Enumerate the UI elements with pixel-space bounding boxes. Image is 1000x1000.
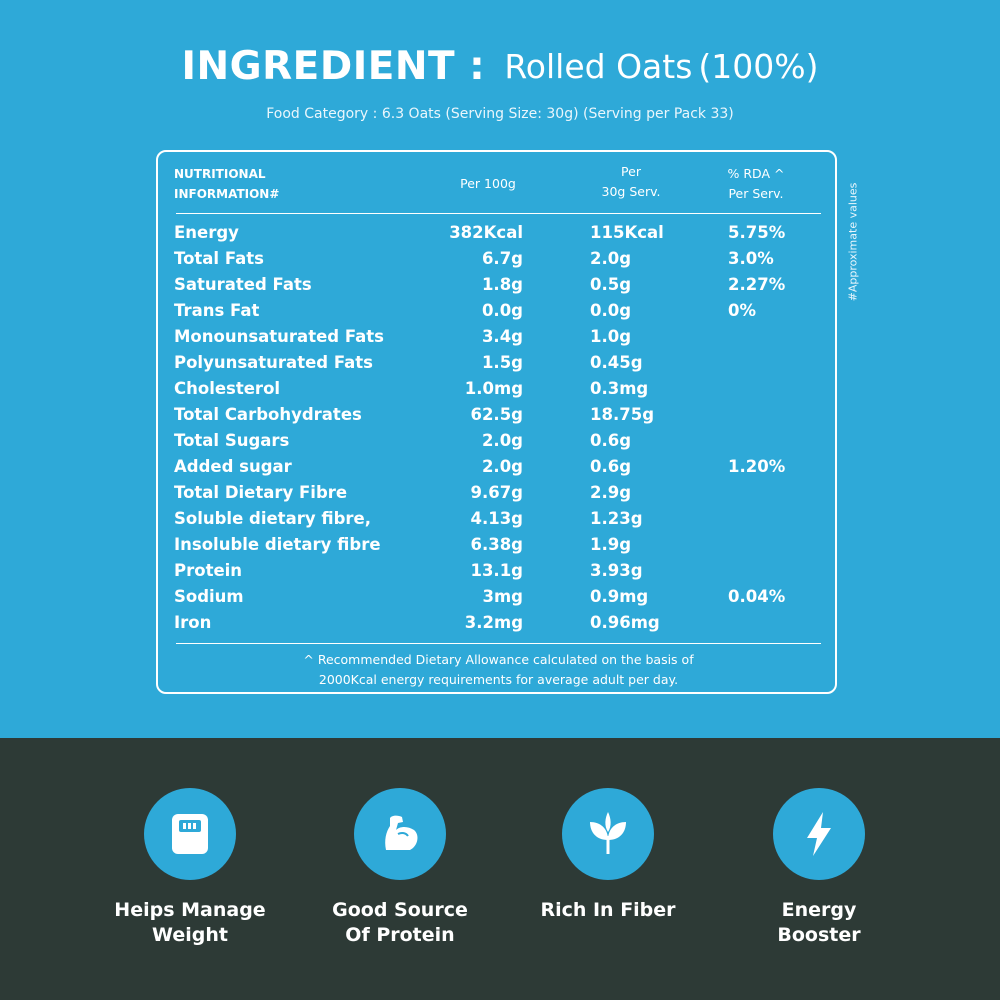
nutrition-table: NUTRITIONAL INFORMATION# Per 100g Per 30… <box>156 150 837 694</box>
table-row: Monounsaturated Fats 3.4g 1.0g <box>158 324 839 350</box>
nutrient-name: Total Fats <box>174 249 264 268</box>
header-per-100g: Per 100g <box>460 176 516 191</box>
weighing-scale-icon <box>144 788 236 880</box>
table-row: Added sugar 2.0g 0.6g 1.20% <box>158 454 839 480</box>
page-title: INGREDIENT : Rolled Oats (100%) <box>0 44 1000 89</box>
lightning-bolt-icon <box>773 788 865 880</box>
leaves-icon <box>562 788 654 880</box>
value-per-100g: 2.0g <box>481 431 523 450</box>
value-per-serving: 0.45g <box>590 353 643 372</box>
value-per-100g: 4.13g <box>470 509 523 528</box>
value-per-serving: 0.5g <box>590 275 632 294</box>
benefit-weight: Heips Manage Weight <box>90 788 290 948</box>
value-per-serving: 3.93g <box>590 561 643 580</box>
value-per-serving: 18.75g <box>590 405 655 424</box>
table-row: Energy 382Kcal 115Kcal 5.75% <box>158 220 839 246</box>
value-per-100g: 382Kcal <box>449 223 523 242</box>
benefit-label: Energy Booster <box>777 899 861 946</box>
approximate-values-note: #Approximate values <box>846 182 860 302</box>
value-per-100g: 1.5g <box>481 353 523 372</box>
value-per-100g: 62.5g <box>470 405 523 424</box>
nutrient-name: Sodium <box>174 587 244 606</box>
value-per-100g: 9.67g <box>470 483 523 502</box>
table-row: Sodium 3mg 0.9mg 0.04% <box>158 584 839 610</box>
value-per-serving: 0.6g <box>590 457 632 476</box>
nutrient-name: Monounsaturated Fats <box>174 327 384 346</box>
nutrient-name: Total Dietary Fibre <box>174 483 348 502</box>
value-per-serving: 115Kcal <box>590 223 664 242</box>
value-per-100g: 1.8g <box>481 275 523 294</box>
nutrient-name: Iron <box>174 613 212 632</box>
table-row: Total Carbohydrates 62.5g 18.75g <box>158 402 839 428</box>
value-per-serving: 0.3mg <box>590 379 649 398</box>
value-per-serving: 0.9mg <box>590 587 649 606</box>
nutrient-name: Polyunsaturated Fats <box>174 353 373 372</box>
nutrient-name: Soluble dietary fibre, <box>174 509 371 528</box>
ingredient-name: Rolled Oats <box>504 47 693 86</box>
value-per-serving: 0.96mg <box>590 613 660 632</box>
value-per-serving: 1.23g <box>590 509 643 528</box>
nutrient-rows: Energy 382Kcal 115Kcal 5.75% Total Fats 6.7g… <box>158 220 839 636</box>
value-per-100g: 3mg <box>482 587 524 606</box>
table-row: Total Sugars 2.0g 0.6g <box>158 428 839 454</box>
value-per-100g: 6.7g <box>481 249 523 268</box>
table-row: Soluble dietary fibre, 4.13g 1.23g <box>158 506 839 532</box>
header-per-serving: Per 30g Serv. <box>601 164 661 199</box>
nutrient-name: Protein <box>174 561 243 580</box>
benefit-fiber: Rich In Fiber <box>508 788 708 923</box>
table-row: Polyunsaturated Fats 1.5g 0.45g <box>158 350 839 376</box>
table-row: Cholesterol 1.0mg 0.3mg <box>158 376 839 402</box>
value-per-100g: 6.38g <box>470 535 523 554</box>
benefit-protein: Good Source Of Protein <box>300 788 500 948</box>
ingredient-percent: (100%) <box>698 47 819 86</box>
table-row: Protein 13.1g 3.93g <box>158 558 839 584</box>
benefit-label: Rich In Fiber <box>540 899 676 921</box>
value-per-serving: 0.6g <box>590 431 632 450</box>
table-row: Saturated Fats 1.8g 0.5g 2.27% <box>158 272 839 298</box>
flexed-arm-icon <box>354 788 446 880</box>
nutrition-section: INGREDIENT : Rolled Oats (100%) Food Cate… <box>0 44 1000 694</box>
nutrient-name: Cholesterol <box>174 379 281 398</box>
value-rda: 3.0% <box>728 249 774 268</box>
header-nutritional-information: NUTRITIONAL INFORMATION# <box>174 167 280 201</box>
value-per-100g: 13.1g <box>470 561 523 580</box>
nutrient-name: Saturated Fats <box>174 275 312 294</box>
header-rda: % RDA ^ Per Serv. <box>727 166 785 201</box>
nutrient-name: Energy <box>174 223 239 242</box>
value-rda: 5.75% <box>728 223 786 242</box>
table-row: Iron 3.2mg 0.96mg <box>158 610 839 636</box>
value-per-serving: 2.9g <box>590 483 632 502</box>
nutrient-name: Total Sugars <box>174 431 290 450</box>
value-per-100g: 2.0g <box>481 457 523 476</box>
header-divider <box>176 213 821 214</box>
table-row: Insoluble dietary fibre 6.38g 1.9g <box>158 532 839 558</box>
value-per-serving: 0.0g <box>590 301 632 320</box>
value-per-100g: 0.0g <box>481 301 523 320</box>
table-row: Total Dietary Fibre 9.67g 2.9g <box>158 480 839 506</box>
value-per-100g: 1.0mg <box>464 379 523 398</box>
food-category-subtitle: Food Category : 6.3 Oats (Serving Size: … <box>266 106 734 122</box>
benefit-list: Heips Manage Weight Good Source Of Prote… <box>0 788 1000 978</box>
value-per-serving: 1.9g <box>590 535 632 554</box>
nutrient-name: Total Carbohydrates <box>174 405 362 424</box>
nutrient-name: Trans Fat <box>174 301 260 320</box>
benefit-energy: Energy Booster <box>719 788 919 948</box>
table-row: Trans Fat 0.0g 0.0g 0% <box>158 298 839 324</box>
value-per-serving: 1.0g <box>590 327 632 346</box>
rda-footnote: ^ Recommended Dietary Allowance calculat… <box>303 652 694 687</box>
value-per-100g: 3.2mg <box>464 613 523 632</box>
value-rda: 0.04% <box>728 587 786 606</box>
nutrient-name: Insoluble dietary fibre <box>174 535 381 554</box>
value-per-serving: 2.0g <box>590 249 632 268</box>
value-rda: 2.27% <box>728 275 786 294</box>
value-rda: 0% <box>728 301 757 320</box>
benefit-label: Good Source Of Protein <box>332 899 468 946</box>
footer-divider <box>176 643 821 644</box>
value-per-100g: 3.4g <box>481 327 523 346</box>
title-lead: INGREDIENT : <box>181 44 486 89</box>
benefit-label: Heips Manage Weight <box>114 899 266 946</box>
value-rda: 1.20% <box>728 457 786 476</box>
nutrient-name: Added sugar <box>174 457 292 476</box>
table-row: Total Fats 6.7g 2.0g 3.0% <box>158 246 839 272</box>
